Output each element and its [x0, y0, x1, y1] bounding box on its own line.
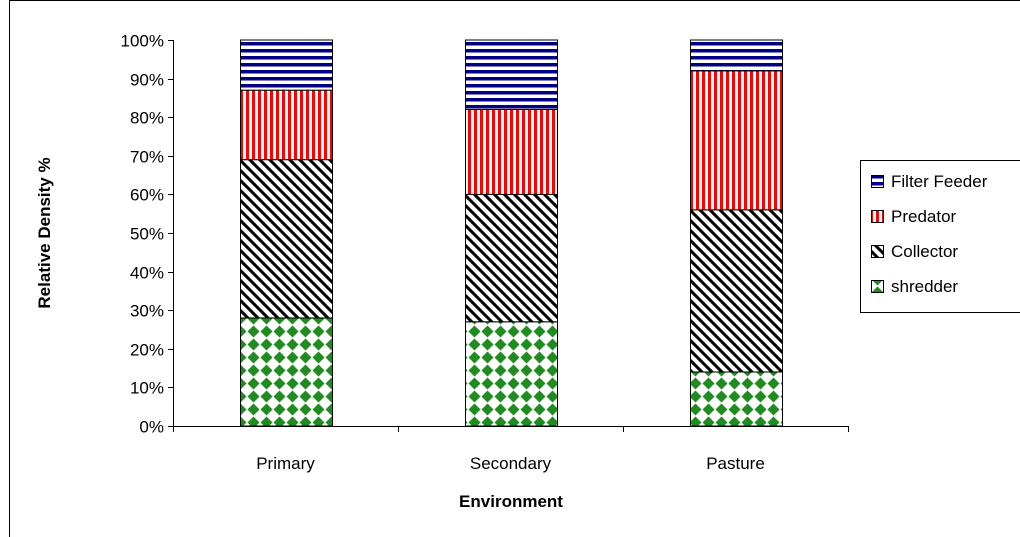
legend-swatch-collector [871, 245, 884, 258]
y-tick-label: 80% [130, 109, 164, 128]
y-tick-label: 90% [130, 71, 164, 90]
y-axis-title: Relative Density % [35, 157, 54, 308]
y-tick-label: 60% [130, 186, 164, 205]
chart-border [9, 0, 1020, 537]
bar-primary-predator [240, 89, 333, 161]
bar-secondary-shredder [465, 321, 558, 427]
x-tick-label: Pasture [706, 454, 765, 473]
x-axis-title: Environment [459, 492, 563, 511]
y-tick-label: 100% [121, 32, 164, 51]
legend-box [860, 160, 1020, 313]
legend-label-predator: Predator [891, 207, 957, 226]
bar-pasture-filter-feeder [690, 39, 783, 72]
bar-pasture-collector [690, 209, 783, 373]
y-tick-label: 0% [139, 418, 164, 437]
x-tick-label: Primary [256, 454, 315, 473]
bar-primary-collector [240, 159, 333, 319]
legend-swatch-filter-feeder [871, 175, 884, 188]
x-tick-label: Secondary [470, 454, 552, 473]
bar-primary-shredder [240, 317, 333, 427]
bar-secondary-predator [465, 108, 558, 195]
legend-swatch-shredder [871, 280, 884, 293]
legend-label-filter-feeder: Filter Feeder [891, 172, 988, 191]
bar-secondary-collector [465, 193, 558, 323]
y-tick-label: 20% [130, 341, 164, 360]
legend-label-shredder: shredder [891, 277, 958, 296]
bar-primary-filter-feeder [240, 39, 333, 91]
axes: 0% 10% 20% 30% 40% 50% 60% 70% 80% 90% 100% Primary… [121, 32, 849, 473]
y-tick-label: 30% [130, 302, 164, 321]
bar-pasture-predator [690, 70, 783, 211]
y-tick-label: 70% [130, 148, 164, 167]
y-tick-label: 40% [130, 264, 164, 283]
legend-swatch-predator [871, 210, 884, 223]
plot-area [240, 39, 783, 427]
bar-pasture-shredder [690, 371, 783, 427]
y-tick-label: 50% [130, 225, 164, 244]
legend: Filter Feeder Predator Collector shredder [860, 160, 1020, 313]
bar-secondary-filter-feeder [465, 39, 558, 110]
y-tick-label: 10% [130, 379, 164, 398]
legend-label-collector: Collector [891, 242, 958, 261]
